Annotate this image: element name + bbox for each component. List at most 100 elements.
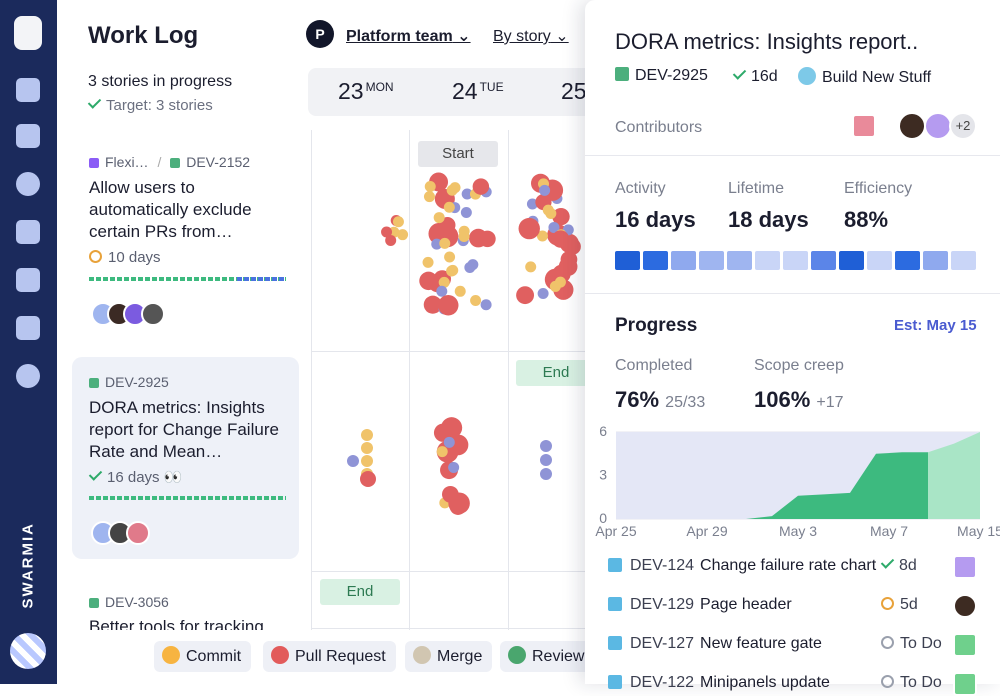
stat-value: 16 days <box>615 207 696 232</box>
divider <box>585 293 1000 294</box>
weekday: MON <box>365 80 394 94</box>
y-tick-label: 0 <box>599 510 607 526</box>
x-tick-label: Apr 25 <box>595 523 636 539</box>
activity-dot <box>360 471 376 487</box>
activity-dot <box>361 455 373 467</box>
story-status: 16 days 👀 <box>88 467 182 486</box>
activity-dot <box>444 251 456 263</box>
assignee <box>953 633 977 657</box>
key: DEV-2925 <box>635 67 708 84</box>
activity-dot <box>472 178 490 195</box>
assignee <box>953 594 977 618</box>
completed-value: 76% <box>615 387 660 412</box>
nav-icon[interactable] <box>16 78 40 102</box>
x-tick-label: May 15 <box>957 523 1000 539</box>
nav-icon[interactable] <box>16 268 40 292</box>
nav-icon[interactable] <box>16 316 40 340</box>
legend-label: Pull Request <box>295 648 386 665</box>
nav-icon[interactable] <box>16 364 40 388</box>
detail-duration: 16d <box>732 66 778 86</box>
activity-dot <box>439 237 451 249</box>
nav-icon[interactable] <box>16 124 40 148</box>
grouping-filter[interactable]: By story ⌄ <box>493 28 569 45</box>
status-text: 5d <box>900 596 918 613</box>
assignee <box>953 555 977 579</box>
activity-dot <box>537 288 549 300</box>
activity-dot <box>460 207 472 219</box>
activity-dot <box>540 454 552 466</box>
activity-dot <box>431 238 443 250</box>
nav-icon[interactable] <box>16 172 40 196</box>
area <box>616 452 928 519</box>
story-tags: Flexi… / DEV-2152 <box>89 154 250 170</box>
efficiency-segment <box>727 251 752 270</box>
story-title[interactable]: DORA metrics: Insights report for Change… <box>89 398 279 461</box>
story-title[interactable]: Better tools for tracking <box>89 617 264 630</box>
legend-item[interactable]: Commit <box>154 641 252 672</box>
activity-dot <box>361 429 373 441</box>
task-row[interactable]: DEV-124 Change failure rate chart 8d <box>608 555 988 579</box>
activity-dot <box>470 294 482 306</box>
progress-line <box>89 496 286 500</box>
activity-dot <box>361 442 373 454</box>
end-marker: End <box>320 579 400 605</box>
activity-dot <box>479 230 496 248</box>
nav-icon[interactable] <box>16 220 40 244</box>
status-icon <box>880 555 895 569</box>
activity-dot <box>433 212 445 224</box>
y-tick-label: 6 <box>599 423 607 439</box>
activity-dot <box>385 234 397 246</box>
activity-dot <box>440 417 463 439</box>
scope-label: Scope creep <box>754 357 844 374</box>
team-filter[interactable]: Platform team ⌄ <box>346 28 471 45</box>
progress-line <box>237 277 286 281</box>
status-icon <box>881 675 894 688</box>
task-status: 8d <box>880 555 917 577</box>
legend-item[interactable]: Merge <box>405 641 493 672</box>
activity-dot <box>446 265 458 277</box>
assignee <box>953 672 977 696</box>
task-title: Change failure rate chart <box>700 557 877 574</box>
legend-label: Merge <box>437 648 483 665</box>
avatar <box>107 302 131 326</box>
day: 24 TUE <box>452 78 504 105</box>
efficiency-segment <box>643 251 668 270</box>
activity-dot <box>548 221 560 233</box>
activity-dot <box>516 286 535 305</box>
date: 23 <box>338 78 364 104</box>
task-row[interactable]: DEV-129 Page header 5d <box>608 594 988 618</box>
progress-chart: 0 3 6 Apr 25 Apr 29 May 3 May 7 May 15 <box>595 423 1000 539</box>
checkbox <box>608 558 622 572</box>
checkbox <box>608 675 622 689</box>
detail-panel: DORA metrics: Insights report.. DEV-2925… <box>585 0 1000 696</box>
legend-label: Commit <box>186 648 242 665</box>
activity-dot <box>558 257 578 276</box>
sidebar: SWARMIA <box>0 0 57 684</box>
activity-dot <box>518 217 540 240</box>
team-badge[interactable]: P <box>306 20 334 48</box>
more-contributors[interactable]: +2 <box>949 112 977 140</box>
activity-dot <box>419 271 438 291</box>
task-key: DEV-122 <box>630 674 695 691</box>
activity-dot <box>540 468 552 480</box>
progress-title: Progress <box>615 315 698 336</box>
x-tick-label: May 3 <box>779 523 817 539</box>
efficiency-segment <box>699 251 724 270</box>
task-title: Minipanels update <box>700 674 830 691</box>
task-row[interactable]: DEV-127 New feature gate To Do <box>608 633 988 657</box>
stat-label: Lifetime <box>728 180 785 197</box>
legend-item[interactable]: Review <box>500 641 595 672</box>
grid-line <box>409 130 410 630</box>
task-row[interactable]: DEV-122 Minipanels update To Do <box>608 672 988 696</box>
page-title: Work Log <box>88 22 199 49</box>
activity-dot <box>438 276 450 288</box>
stat-label: Activity <box>615 180 666 197</box>
story-title[interactable]: Allow users to automatically exclude cer… <box>89 178 252 241</box>
efficiency-segment <box>783 251 808 270</box>
date: 24 <box>452 78 478 104</box>
avatar <box>126 521 150 545</box>
activity-dots <box>347 172 581 515</box>
user-avatar[interactable] <box>10 633 46 669</box>
area <box>928 432 980 519</box>
legend-item[interactable]: Pull Request <box>263 641 396 672</box>
